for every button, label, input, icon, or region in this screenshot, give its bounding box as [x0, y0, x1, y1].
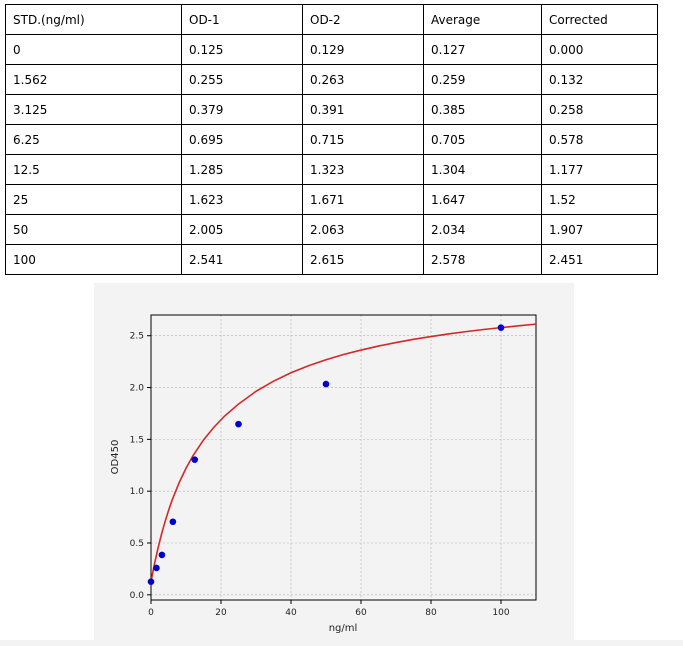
- header-std: STD.(ng/ml): [5, 4, 182, 35]
- cell-od2: 0.263: [302, 64, 424, 95]
- cell-od1: 1.623: [181, 184, 303, 215]
- cell-average: 0.127: [423, 34, 542, 65]
- data-point: [497, 324, 505, 331]
- cell-corrected: 0.258: [541, 94, 658, 125]
- chart-canvas: 0 20 40 60 80 100 0.0 0.5 1.0 1.5 2.0 2.5 ng/ml OD4…: [110, 314, 537, 634]
- cell-corrected: 1.907: [541, 214, 658, 245]
- y-tick-label: 2.5: [130, 332, 144, 342]
- y-tick-label: 2.0: [130, 384, 145, 394]
- cell-std: 100: [5, 244, 182, 275]
- standard-curve-chart: 0 20 40 60 80 100 0.0 0.5 1.0 1.5 2.0 2.5 ng/ml OD4…: [94, 283, 574, 640]
- x-axis-label: ng/ml: [329, 623, 358, 634]
- standard-curve-table: STD.(ng/ml) OD-1 OD-2 Average Corrected …: [5, 4, 658, 275]
- page-footer-band: [0, 640, 683, 646]
- cell-od1: 1.285: [181, 154, 303, 185]
- header-average: Average: [423, 4, 542, 35]
- x-tick-label: 100: [492, 608, 509, 618]
- cell-od1: 0.255: [181, 64, 303, 95]
- header-od1: OD-1: [181, 4, 303, 35]
- data-point: [158, 551, 166, 559]
- y-axis-label: OD450: [110, 440, 121, 475]
- data-point: [235, 420, 242, 428]
- cell-od2: 1.671: [302, 184, 424, 215]
- cell-average: 0.705: [423, 124, 542, 155]
- cell-corrected: 0.000: [541, 34, 658, 65]
- cell-corrected: 2.451: [541, 244, 658, 275]
- cell-average: 1.647: [423, 184, 542, 215]
- cell-average: 0.385: [423, 94, 542, 125]
- cell-od2: 0.391: [302, 94, 424, 125]
- table-row: 50 2.005 2.063 2.034 1.907: [5, 214, 658, 245]
- cell-od2: 1.323: [302, 154, 424, 185]
- table-row: 0 0.125 0.129 0.127 0.000: [5, 34, 658, 65]
- cell-od2: 0.129: [302, 34, 424, 65]
- cell-corrected: 0.132: [541, 64, 658, 95]
- data-point: [191, 456, 199, 463]
- cell-od1: 0.695: [181, 124, 303, 155]
- y-tick-label: 0.0: [130, 591, 145, 601]
- cell-std: 0: [5, 34, 182, 65]
- cell-od2: 2.615: [302, 244, 424, 275]
- y-tick-label: 1.0: [130, 487, 145, 497]
- cell-od1: 0.379: [181, 94, 303, 125]
- cell-std: 1.562: [5, 64, 182, 95]
- cell-corrected: 0.578: [541, 124, 658, 155]
- cell-std: 3.125: [5, 94, 182, 125]
- cell-average: 1.304: [423, 154, 542, 185]
- plot-area: [150, 314, 537, 601]
- x-tick-label: 40: [285, 608, 297, 618]
- header-corrected: Corrected: [541, 4, 658, 35]
- header-od2: OD-2: [302, 4, 424, 35]
- cell-corrected: 1.52: [541, 184, 658, 215]
- data-point: [147, 578, 155, 585]
- table-row: 6.25 0.695 0.715 0.705 0.578: [5, 124, 658, 155]
- cell-corrected: 1.177: [541, 154, 658, 185]
- data-point: [322, 380, 330, 388]
- cell-std: 25: [5, 184, 182, 215]
- x-tick-label: 20: [215, 608, 227, 618]
- cell-average: 2.578: [423, 244, 542, 275]
- table-row: 25 1.623 1.671 1.647 1.52: [5, 184, 658, 215]
- fit-curve: [150, 323, 537, 582]
- cell-std: 12.5: [5, 154, 182, 185]
- table-row: 12.5 1.285 1.323 1.304 1.177: [5, 154, 658, 185]
- y-tick-label: 1.5: [130, 435, 144, 445]
- cell-average: 0.259: [423, 64, 542, 95]
- data-point: [169, 518, 177, 526]
- point-layer: [147, 324, 505, 585]
- x-tick-label: 0: [148, 608, 154, 618]
- x-tick-label: 60: [355, 608, 367, 618]
- cell-od2: 0.715: [302, 124, 424, 155]
- table-row: 100 2.541 2.615 2.578 2.451: [5, 244, 658, 275]
- data-point: [153, 564, 160, 572]
- table-row: 1.562 0.255 0.263 0.259 0.132: [5, 64, 658, 95]
- table-header-row: STD.(ng/ml) OD-1 OD-2 Average Corrected: [5, 4, 658, 35]
- grid-layer: [150, 315, 536, 600]
- tick-layer: 0 20 40 60 80 100 0.0 0.5 1.0 1.5 2.0 2.5: [130, 332, 510, 618]
- table-row: 3.125 0.379 0.391 0.385 0.258: [5, 94, 658, 125]
- cell-std: 50: [5, 214, 182, 245]
- cell-od1: 2.005: [181, 214, 303, 245]
- cell-std: 6.25: [5, 124, 182, 155]
- x-tick-label: 80: [425, 608, 437, 618]
- cell-average: 2.034: [423, 214, 542, 245]
- cell-od1: 0.125: [181, 34, 303, 65]
- cell-od2: 2.063: [302, 214, 424, 245]
- cell-od1: 2.541: [181, 244, 303, 275]
- y-tick-label: 0.5: [130, 539, 144, 549]
